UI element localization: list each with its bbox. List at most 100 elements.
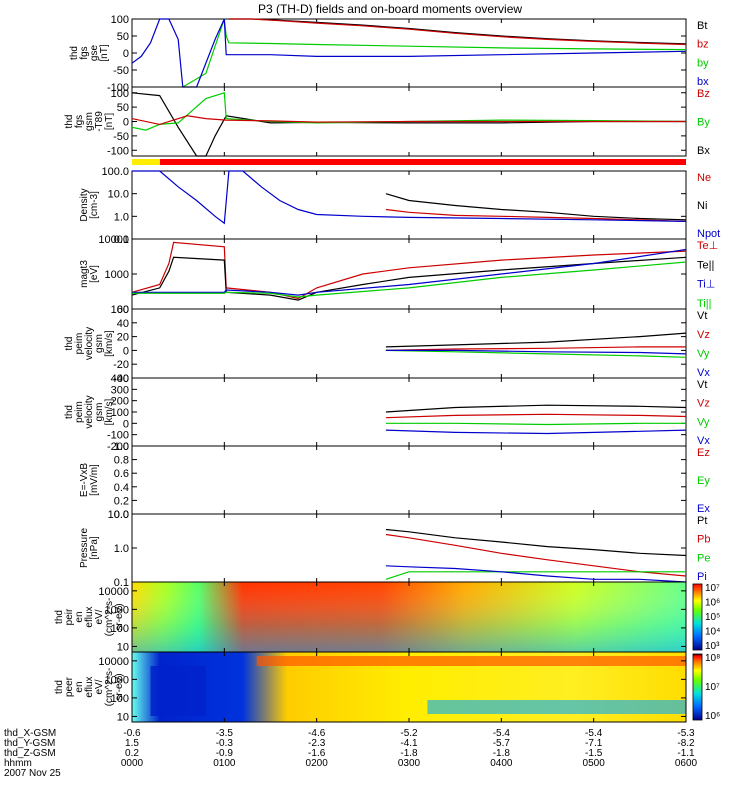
ephemeris-value: 0500 [583,758,606,769]
y-axis-label-line: sr-eV) [114,603,125,630]
ephemeris-value: -5.4 [493,728,511,739]
ephemeris-value: 0.2 [125,748,139,759]
ephemeris-value: -1.5 [585,748,603,759]
y-tick-label: 1.0 [114,441,129,453]
legend-item: Ti⊥ [697,279,715,291]
panel-velocity_gsm: 60 40 200 -20 -40 thd peim velocity gsm [km/s] Vt V… [64,304,710,385]
y-tick-label: -20 [113,359,129,371]
ephemeris-value: -5.4 [585,728,603,739]
panel-frame [131,445,687,515]
y-axis-label-line: eflux [84,676,95,697]
ephemeris-value: -4.6 [308,728,326,739]
ephemeris-value: 0400 [490,758,513,769]
y-axis-label-line: thd [54,680,65,694]
y-tick-label: -100 [107,430,129,442]
series-by [182,18,687,88]
y-axis-label: Density [cm-3] [79,188,100,221]
series-Vy [385,422,686,426]
legend-item: Ni [697,200,707,212]
colorbar [692,583,703,651]
panel-temperature: 10000 1000 100 magt3 [eV] Te⊥ Te|| Ti⊥ Ti|| [79,234,718,316]
legend-item: Vt [697,310,707,322]
y-axis-label: Pressure [nPa] [79,528,100,568]
ephemeris-value: -0.9 [216,748,234,759]
panel-frame [131,238,687,310]
ephemeris-value: 1.5 [125,738,139,749]
y-axis-label-line: eflux [84,606,95,627]
series-By [131,92,687,131]
colorbar-tick-label: 10⁶ [705,598,720,609]
y-axis-label: thd peir en eflux eV/(cm^2-s-sr-eV) [54,598,125,637]
y-tick-label: 10.0 [108,189,129,201]
y-tick-label: 50 [117,102,129,114]
y-tick-label: 1000 [105,674,129,686]
y-tick-label: 1000 [105,269,129,281]
y-tick-label: -50 [113,65,129,77]
legend-item: Pt [697,515,707,527]
y-axis-label-line: sr-eV) [114,673,125,700]
y-axis-label: magt3 [eV] [79,260,100,288]
colorbar-tick-label: 10⁵ [705,612,720,623]
y-axis-label-line: Density [79,188,90,221]
y-tick-label: -40 [113,373,129,385]
ephemeris-value: 0300 [398,758,421,769]
legend-item: Ne [697,172,711,184]
y-axis-label-line: gsm [94,403,105,422]
legend-item: Vy [697,416,710,428]
series-Vt [385,332,687,348]
y-tick-label: 0.6 [114,468,129,480]
ephemeris-value: -1.8 [400,748,418,759]
series-Pt [385,528,687,557]
legend-item: Ey [697,475,710,487]
panel-elec_spec: 10⁸ 10⁷ 10⁶ 10000 1000 100 10 thd peer en eflux eV/… [54,651,720,723]
chart-title: P3 (TH-D) fields and on-board moments ov… [258,2,522,16]
y-axis-label-line: eV/ [94,609,105,624]
panel-frame [131,308,687,379]
y-axis-label-line: thd [69,46,80,60]
series-Te⊥ [131,241,687,300]
legend-item: Ez [697,447,710,459]
y-axis-label-line: peim [74,401,85,423]
y-axis-label-line: gse [89,45,100,62]
y-tick-label: 1.0 [114,543,129,555]
y-axis-label-line: eV/ [94,679,105,694]
ephemeris-value: -1.6 [308,748,326,759]
series-Te|| [131,256,687,301]
y-tick-label: 10 [117,711,129,723]
y-tick-label: 0 [123,418,129,430]
panel-ion_spec: 10⁷ 10⁶ 10⁵ 10⁴ 10³ 10000 1000 100 10 thd peir en ef… [54,581,720,653]
y-axis-label-line: thd [64,405,75,419]
spectrogram-band [256,656,686,666]
y-tick-label: 60 [117,304,129,316]
mode-bar-slow [132,159,160,165]
series-Pi [385,565,687,583]
y-axis-label: E=-VxB [mV/m] [79,463,100,498]
y-tick-label: 100 [111,407,129,419]
y-axis-label-line: [nPa] [89,536,100,560]
spectrogram-band [427,700,686,714]
y-axis-label-line: en [74,611,85,622]
y-tick-label: -50 [113,131,129,143]
series-Pb [385,533,687,577]
y-tick-label: 10000 [98,234,129,246]
colorbar-tick-label: 10⁷ [705,583,720,594]
y-tick-label: 0.0 [114,509,129,521]
y-axis-label-line: (cm^2-s- [104,668,115,707]
series-Bt [228,18,687,45]
colorbar-tick-label: 10⁸ [705,653,720,664]
y-tick-label: -100 [107,82,129,94]
ephemeris-value: -4.1 [400,738,418,749]
y-tick-label: 0 [123,117,129,129]
panel-fgs: 100 50 0 -50 -100 thd fgs gse [nT] Bt bz by bx [69,14,709,94]
ephemeris-value: -0.3 [216,738,234,749]
y-tick-label: 0.8 [114,455,129,467]
ephemeris-value: 0600 [675,758,698,769]
legend-item: Bx [697,145,710,157]
y-axis-label-line: fgs [74,115,85,128]
colorbar-tick-label: 10³ [705,641,720,652]
legend-item: Vy [697,348,710,360]
series-Pe [385,571,686,580]
